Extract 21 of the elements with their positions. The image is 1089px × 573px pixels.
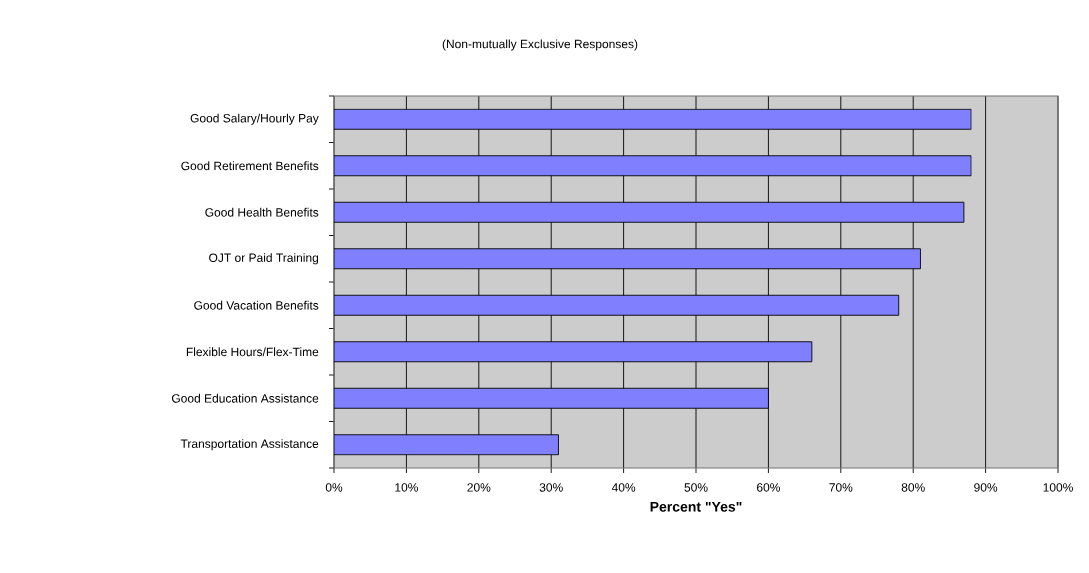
y-tick-label: Flexible Hours/Flex-Time	[186, 347, 319, 357]
x-tick-label: 100%	[1043, 483, 1073, 492]
x-tick-label: 70%	[829, 483, 853, 492]
x-tick-label: 90%	[974, 483, 998, 492]
x-tick-label: 10%	[395, 483, 418, 492]
x-tick-label: 20%	[467, 483, 491, 492]
x-tick-label: 50%	[684, 483, 708, 492]
x-axis-title: Percent "Yes"	[650, 501, 742, 512]
y-tick-label: Good Vacation Benefits	[194, 300, 319, 310]
y-tick-label: Good Retirement Benefits	[181, 161, 319, 171]
y-tick-label: Good Education Assistance	[171, 393, 319, 403]
x-tick-label: 40%	[611, 483, 636, 492]
y-tick-label: OJT or Paid Training	[209, 253, 319, 265]
x-tick-label: 80%	[901, 483, 925, 492]
y-tick-label: Transportation Assistance	[180, 439, 319, 451]
x-tick-label: 0%	[325, 483, 343, 492]
y-tick-label: Good Salary/Hourly Pay	[190, 113, 319, 125]
chart-subtitle: (Non-mutually Exclusive Responses)	[442, 39, 638, 51]
x-tick-label: 60%	[757, 483, 780, 492]
y-tick-label: Good Health Benefits	[205, 207, 319, 217]
x-tick-label: 30%	[539, 483, 563, 492]
